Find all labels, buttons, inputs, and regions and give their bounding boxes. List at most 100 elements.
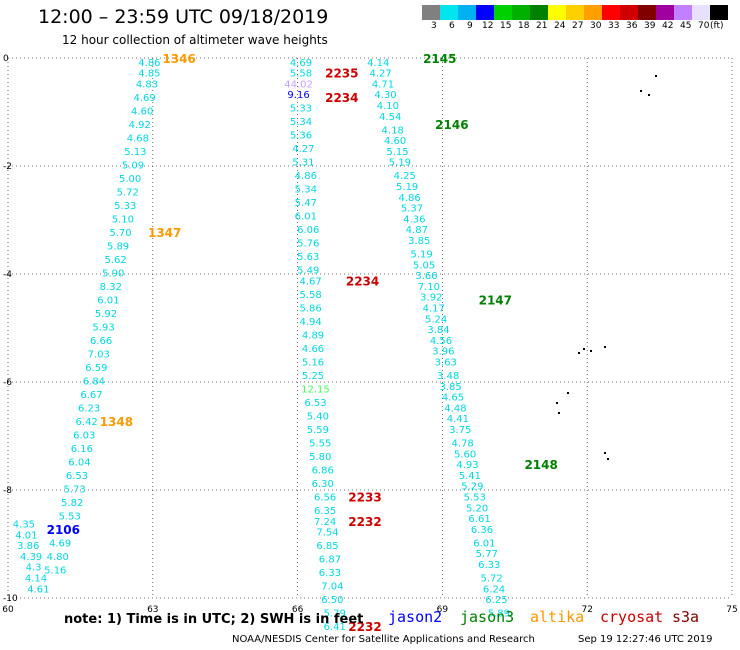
swh-value: 5.00	[119, 174, 141, 185]
swh-value: 3.63	[435, 357, 457, 368]
scale-label: 24	[554, 21, 566, 31]
swh-value: 5.82	[61, 498, 83, 509]
time-label-jason3: 2146	[435, 118, 468, 132]
swh-value: 5.79	[324, 609, 346, 620]
swh-value: 4.60	[131, 106, 153, 117]
swh-value: 3.48	[437, 371, 459, 382]
swh-value: 6.24	[483, 584, 505, 595]
swh-value: 3.92	[420, 293, 442, 304]
x-tick-label: 69	[437, 605, 449, 615]
swh-value: 6.25	[485, 595, 507, 606]
swh-value: 5.70	[109, 228, 131, 239]
scale-swatch	[674, 5, 692, 20]
swh-value: 6.50	[321, 595, 343, 606]
swh-value: 3.96	[432, 347, 454, 358]
island-speck	[648, 94, 650, 96]
swh-value: 6.01	[473, 538, 495, 549]
swh-value: 5.37	[401, 204, 423, 215]
swh-value: 5.86	[299, 303, 321, 314]
swh-value: 4.17	[423, 303, 445, 314]
swh-value: 6.33	[319, 568, 341, 579]
island-speck	[655, 75, 657, 77]
swh-value: 4.69	[290, 58, 312, 69]
swh-value: 4.14	[25, 573, 47, 584]
swh-value: 5.09	[122, 160, 144, 171]
swh-value: 4.27	[369, 69, 391, 80]
swh-value: 5.33	[290, 104, 312, 115]
swh-value: 4.30	[374, 90, 396, 101]
swh-value: 5.73	[63, 484, 85, 495]
swh-value: 4.66	[302, 344, 324, 355]
swh-value: 4.65	[442, 393, 464, 404]
y-tick-label: -8	[3, 486, 12, 496]
island-speck	[604, 346, 606, 348]
y-tick-label: -6	[3, 378, 12, 388]
swh-value: 4.01	[15, 530, 37, 541]
y-tick-label: -2	[3, 162, 12, 172]
swh-value: 4.83	[136, 79, 158, 90]
swh-value: 4.35	[13, 519, 35, 530]
island-speck	[558, 412, 560, 414]
swh-value: 4.92	[129, 120, 151, 131]
swh-value: 5.41	[459, 471, 481, 482]
scale-swatch	[422, 5, 440, 20]
swh-value: 6.87	[319, 555, 341, 566]
time-label-jason3: 2147	[479, 293, 512, 307]
island-speck	[607, 458, 609, 460]
swh-value: 44.02	[284, 79, 313, 90]
island-speck	[578, 352, 580, 354]
time-label-cryosat: 2235	[325, 67, 358, 81]
scale-swatch	[584, 5, 602, 20]
time-label-altika: 1347	[148, 226, 181, 240]
swh-value: 5.25	[302, 371, 324, 382]
island-speck	[567, 392, 569, 394]
scale-label: 21	[536, 21, 548, 31]
swh-value: 5.19	[411, 249, 433, 260]
swh-value: 6.61	[468, 514, 490, 525]
scale-label: 33	[608, 21, 620, 31]
time-label-cryosat: 2234	[346, 274, 379, 288]
swh-value: 4.3	[26, 563, 42, 574]
swh-value: 3.85	[439, 382, 461, 393]
swh-value: 4.18	[382, 125, 404, 136]
swh-value: 7.54	[316, 528, 338, 539]
swh-value: 6.01	[97, 295, 119, 306]
legend-jason3: jason3	[460, 608, 515, 626]
time-label-altika: 1348	[100, 415, 133, 429]
swh-value: 6.01	[295, 212, 317, 223]
scale-label: 70	[698, 21, 710, 31]
island-speck	[583, 348, 585, 350]
swh-value: 4.14	[367, 58, 389, 69]
swh-value: 4.86	[138, 58, 160, 69]
swh-value: 5.53	[59, 511, 81, 522]
swh-value: 4.94	[299, 317, 321, 328]
swh-value: 4.69	[49, 538, 71, 549]
swh-value: 4.86	[398, 193, 420, 204]
swh-value: 6.56	[314, 492, 336, 503]
swh-value: 4.87	[406, 225, 428, 236]
generated-timestamp: Sep 19 12:27:46 UTC 2019	[578, 634, 713, 645]
scale-swatch	[566, 5, 584, 20]
time-label-jason3: 2148	[524, 458, 557, 472]
swh-value: 5.20	[466, 503, 488, 514]
swh-value: 5.72	[117, 187, 139, 198]
swh-value: 6.85	[316, 541, 338, 552]
swh-value: 5.93	[92, 322, 114, 333]
time-label-altika: 1346	[162, 52, 195, 66]
swh-value: 3.85	[408, 236, 430, 247]
swh-value: 5.58	[290, 69, 312, 80]
scale-label: 6	[449, 21, 455, 31]
y-tick-label: -10	[3, 594, 18, 604]
swh-value: 6.66	[90, 336, 112, 347]
swh-value: 6.16	[71, 444, 93, 455]
swh-value: 6.06	[297, 225, 319, 236]
swh-value: 5.77	[476, 549, 498, 560]
swh-value: 4.10	[377, 101, 399, 112]
scale-label: 39	[644, 21, 656, 31]
scale-label: 3	[431, 21, 437, 31]
swh-value: 5.19	[389, 158, 411, 169]
swh-value: 7.10	[418, 282, 440, 293]
x-tick-label: 72	[581, 605, 592, 615]
island-speck	[590, 350, 592, 352]
